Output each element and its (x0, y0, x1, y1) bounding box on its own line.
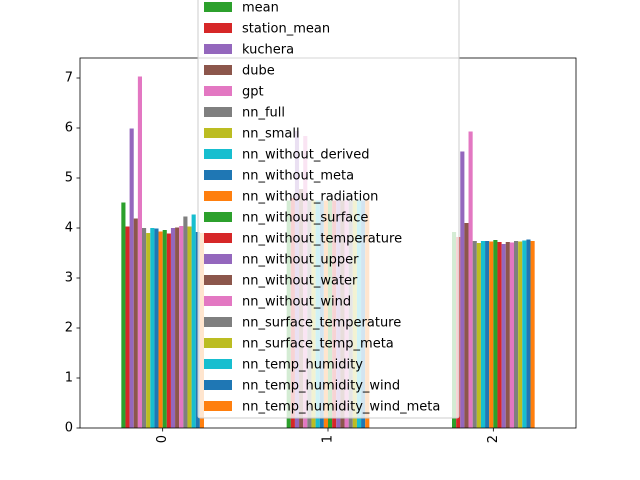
y-tick-label: 4 (65, 221, 73, 236)
bar-gpt-2 (468, 131, 473, 428)
bar-nn_without_upper-0 (170, 228, 176, 428)
legend-swatch-nn_without_meta (204, 170, 232, 180)
legend-swatch-nn_without_radiation (204, 191, 232, 201)
legend-swatch-nn_temp_humidity (204, 359, 232, 369)
bar-station_mean-0 (125, 226, 130, 428)
x-tick-label: 1 (321, 435, 336, 443)
legend-swatch-nn_without_surface (204, 212, 232, 222)
bar-nn_without_temperature-2 (497, 242, 502, 428)
bar-nn_without_radiation-2 (489, 241, 494, 428)
bar-mean-0 (121, 202, 126, 428)
y-axis: 0 1 2 3 4 5 6 7 (65, 71, 80, 436)
legend-label-nn_temp_humidity: nn_temp_humidity (242, 358, 363, 373)
x-tick-label: 2 (486, 435, 501, 443)
y-tick-label: 1 (65, 371, 73, 386)
legend-swatch-nn_without_upper (204, 254, 232, 264)
legend-label-nn_without_derived: nn_without_derived (242, 148, 370, 163)
legend-swatch-nn_full (204, 107, 232, 117)
bar-nn_without_wind-0 (179, 226, 184, 428)
legend-label-nn_without_surface: nn_without_surface (242, 211, 368, 226)
bar-nn_surface_temperature-0 (183, 216, 188, 428)
bar-nn_full-0 (142, 228, 147, 428)
legend-label-gpt: gpt (242, 85, 264, 100)
legend-label-nn_small: nn_small (242, 127, 300, 142)
y-tick-label: 6 (65, 121, 73, 136)
bar-nn_without_water-0 (175, 227, 180, 428)
bar-nn_temp_humidity_wind_meta-2 (530, 241, 535, 428)
y-tick-label: 2 (65, 321, 73, 336)
legend-label-nn_temp_humidity_wind: nn_temp_humidity_wind (242, 379, 400, 394)
bar-gpt-0 (137, 76, 142, 428)
y-tick-label: 0 (65, 421, 73, 436)
bar-nn_without_meta-0 (154, 228, 159, 428)
legend-label-nn_without_temperature: nn_without_temperature (242, 232, 402, 247)
legend-swatch-station_mean (204, 23, 232, 33)
bar-nn_without_temperature-0 (166, 233, 171, 428)
legend-label-nn_surface_temperature: nn_surface_temperature (242, 316, 401, 331)
bar-nn_without_derived-0 (150, 228, 155, 428)
bar-nn_without_derived-2 (480, 241, 486, 428)
legend-label-station_mean: station_mean (242, 22, 330, 37)
bar-nn_surface_temp_meta-2 (518, 241, 523, 428)
legend-swatch-mean (204, 2, 232, 12)
legend-swatch-nn_without_wind (204, 296, 232, 306)
bar-nn_without_surface-0 (162, 230, 167, 428)
bar-nn_surface_temp_meta-0 (187, 226, 192, 428)
legend-swatch-nn_surface_temperature (204, 317, 232, 327)
legend-box (197, 0, 460, 419)
bar-dube-2 (464, 223, 469, 428)
legend-label-nn_full: nn_full (242, 106, 285, 121)
legend-swatch-nn_without_temperature (204, 233, 232, 243)
bar-nn_small-0 (146, 233, 151, 428)
legend-swatch-kuchera (204, 44, 232, 54)
y-tick-label: 7 (65, 71, 73, 86)
legend-swatch-gpt (204, 86, 232, 96)
legend-label-kuchera: kuchera (242, 43, 294, 58)
bar-kuchera-2 (460, 151, 465, 428)
bar-nn_without_upper-2 (501, 244, 506, 428)
bar-nn_small-2 (476, 243, 481, 428)
legend-swatch-nn_surface_temp_meta (204, 338, 232, 348)
legend-swatch-nn_without_water (204, 275, 232, 285)
bar-nn_without_surface-2 (493, 240, 498, 428)
legend-swatch-nn_temp_humidity_wind (204, 380, 232, 390)
legend-label-nn_without_water: nn_without_water (242, 274, 358, 289)
bar-nn_temp_humidity-2 (522, 240, 527, 428)
legend-label-nn_without_wind: nn_without_wind (242, 295, 351, 310)
legend-label-nn_without_meta: nn_without_meta (242, 169, 354, 184)
x-axis: 0 1 2 (155, 428, 501, 443)
x-tick-label: 0 (155, 435, 170, 443)
legend-swatch-dube (204, 65, 232, 75)
bar-nn_without_wind-2 (509, 242, 514, 428)
legend-label-nn_surface_temp_meta: nn_surface_temp_meta (242, 337, 394, 352)
legend-swatch-nn_small (204, 128, 232, 138)
legend-swatch-nn_without_derived (204, 149, 232, 159)
y-tick-label: 3 (65, 271, 73, 286)
bar-dube-0 (133, 218, 138, 428)
legend-label-mean: mean (242, 1, 279, 16)
bar-nn_surface_temperature-2 (514, 241, 519, 428)
legend-label-dube: dube (242, 64, 275, 79)
legend-label-nn_temp_humidity_wind_meta: nn_temp_humidity_wind_meta (242, 400, 440, 415)
bar-nn_without_radiation-0 (158, 231, 163, 428)
bar-kuchera-0 (129, 128, 134, 428)
legend-label-nn_without_upper: nn_without_upper (242, 253, 359, 268)
bar-nn_without_water-2 (505, 242, 510, 428)
bar-nn_without_meta-2 (485, 241, 490, 428)
bar-nn_full-2 (472, 241, 477, 428)
y-tick-label: 5 (65, 171, 73, 186)
bar-nn_temp_humidity_wind-2 (526, 239, 531, 428)
bar-nn_temp_humidity-0 (191, 214, 196, 428)
legend-swatch-nn_temp_humidity_wind_meta (204, 401, 232, 411)
legend-label-nn_without_radiation: nn_without_radiation (242, 190, 378, 205)
